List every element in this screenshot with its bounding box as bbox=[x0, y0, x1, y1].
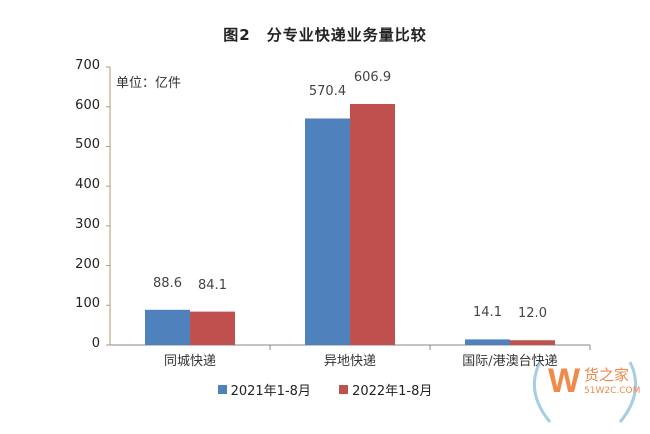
bars bbox=[145, 103, 555, 345]
svg-text:W: W bbox=[548, 362, 581, 400]
y-ticks bbox=[106, 66, 110, 346]
bar bbox=[510, 340, 555, 345]
y-tick-label: 600 bbox=[75, 97, 100, 113]
laurel-icon: W bbox=[532, 361, 638, 423]
value-label: 12.0 bbox=[518, 306, 547, 322]
legend-label-2021: 2021年1-8月 bbox=[230, 384, 311, 399]
bar bbox=[350, 103, 395, 345]
bar bbox=[145, 309, 190, 345]
value-label: 606.9 bbox=[353, 69, 392, 85]
legend-swatch-2022 bbox=[339, 385, 349, 394]
watermark-logo: W 货之家 51W2C.COM bbox=[520, 352, 650, 430]
value-label: 88.6 bbox=[153, 275, 182, 291]
bar bbox=[305, 118, 350, 345]
legend-item-2022: 2022年1-8月 bbox=[339, 380, 432, 399]
bar bbox=[190, 311, 235, 345]
x-ticks bbox=[269, 345, 591, 350]
y-tick-label: 700 bbox=[75, 58, 100, 73]
bar bbox=[465, 339, 510, 345]
y-tick-label: 200 bbox=[75, 256, 100, 272]
y-tick-label: 100 bbox=[75, 296, 100, 312]
watermark-site: 51W2C.COM bbox=[584, 386, 641, 396]
y-tick-label: 400 bbox=[75, 177, 100, 193]
legend-item-2021: 2021年1-8月 bbox=[217, 380, 311, 399]
legend-swatch-2021 bbox=[217, 385, 227, 394]
category-label: 异地快递 bbox=[323, 354, 376, 369]
value-label: 84.1 bbox=[198, 277, 227, 293]
value-label: 14.1 bbox=[473, 305, 502, 321]
y-tick-label: 0 bbox=[91, 336, 100, 351]
value-label: 570.4 bbox=[308, 84, 347, 100]
watermark-brand: 货之家 bbox=[584, 366, 630, 384]
chart-title: 图2 分专业快递业务量比较 bbox=[223, 26, 427, 44]
legend-label-2022: 2022年1-8月 bbox=[352, 384, 433, 399]
category-label: 国际/港澳台快递 bbox=[462, 354, 558, 369]
y-tick-label: 500 bbox=[75, 137, 100, 153]
y-tick-label: 300 bbox=[75, 216, 100, 232]
unit-label: 单位：亿件 bbox=[116, 76, 182, 91]
category-label: 同城快递 bbox=[163, 354, 216, 369]
legend: 2021年1-8月 2022年1-8月 bbox=[0, 380, 650, 399]
